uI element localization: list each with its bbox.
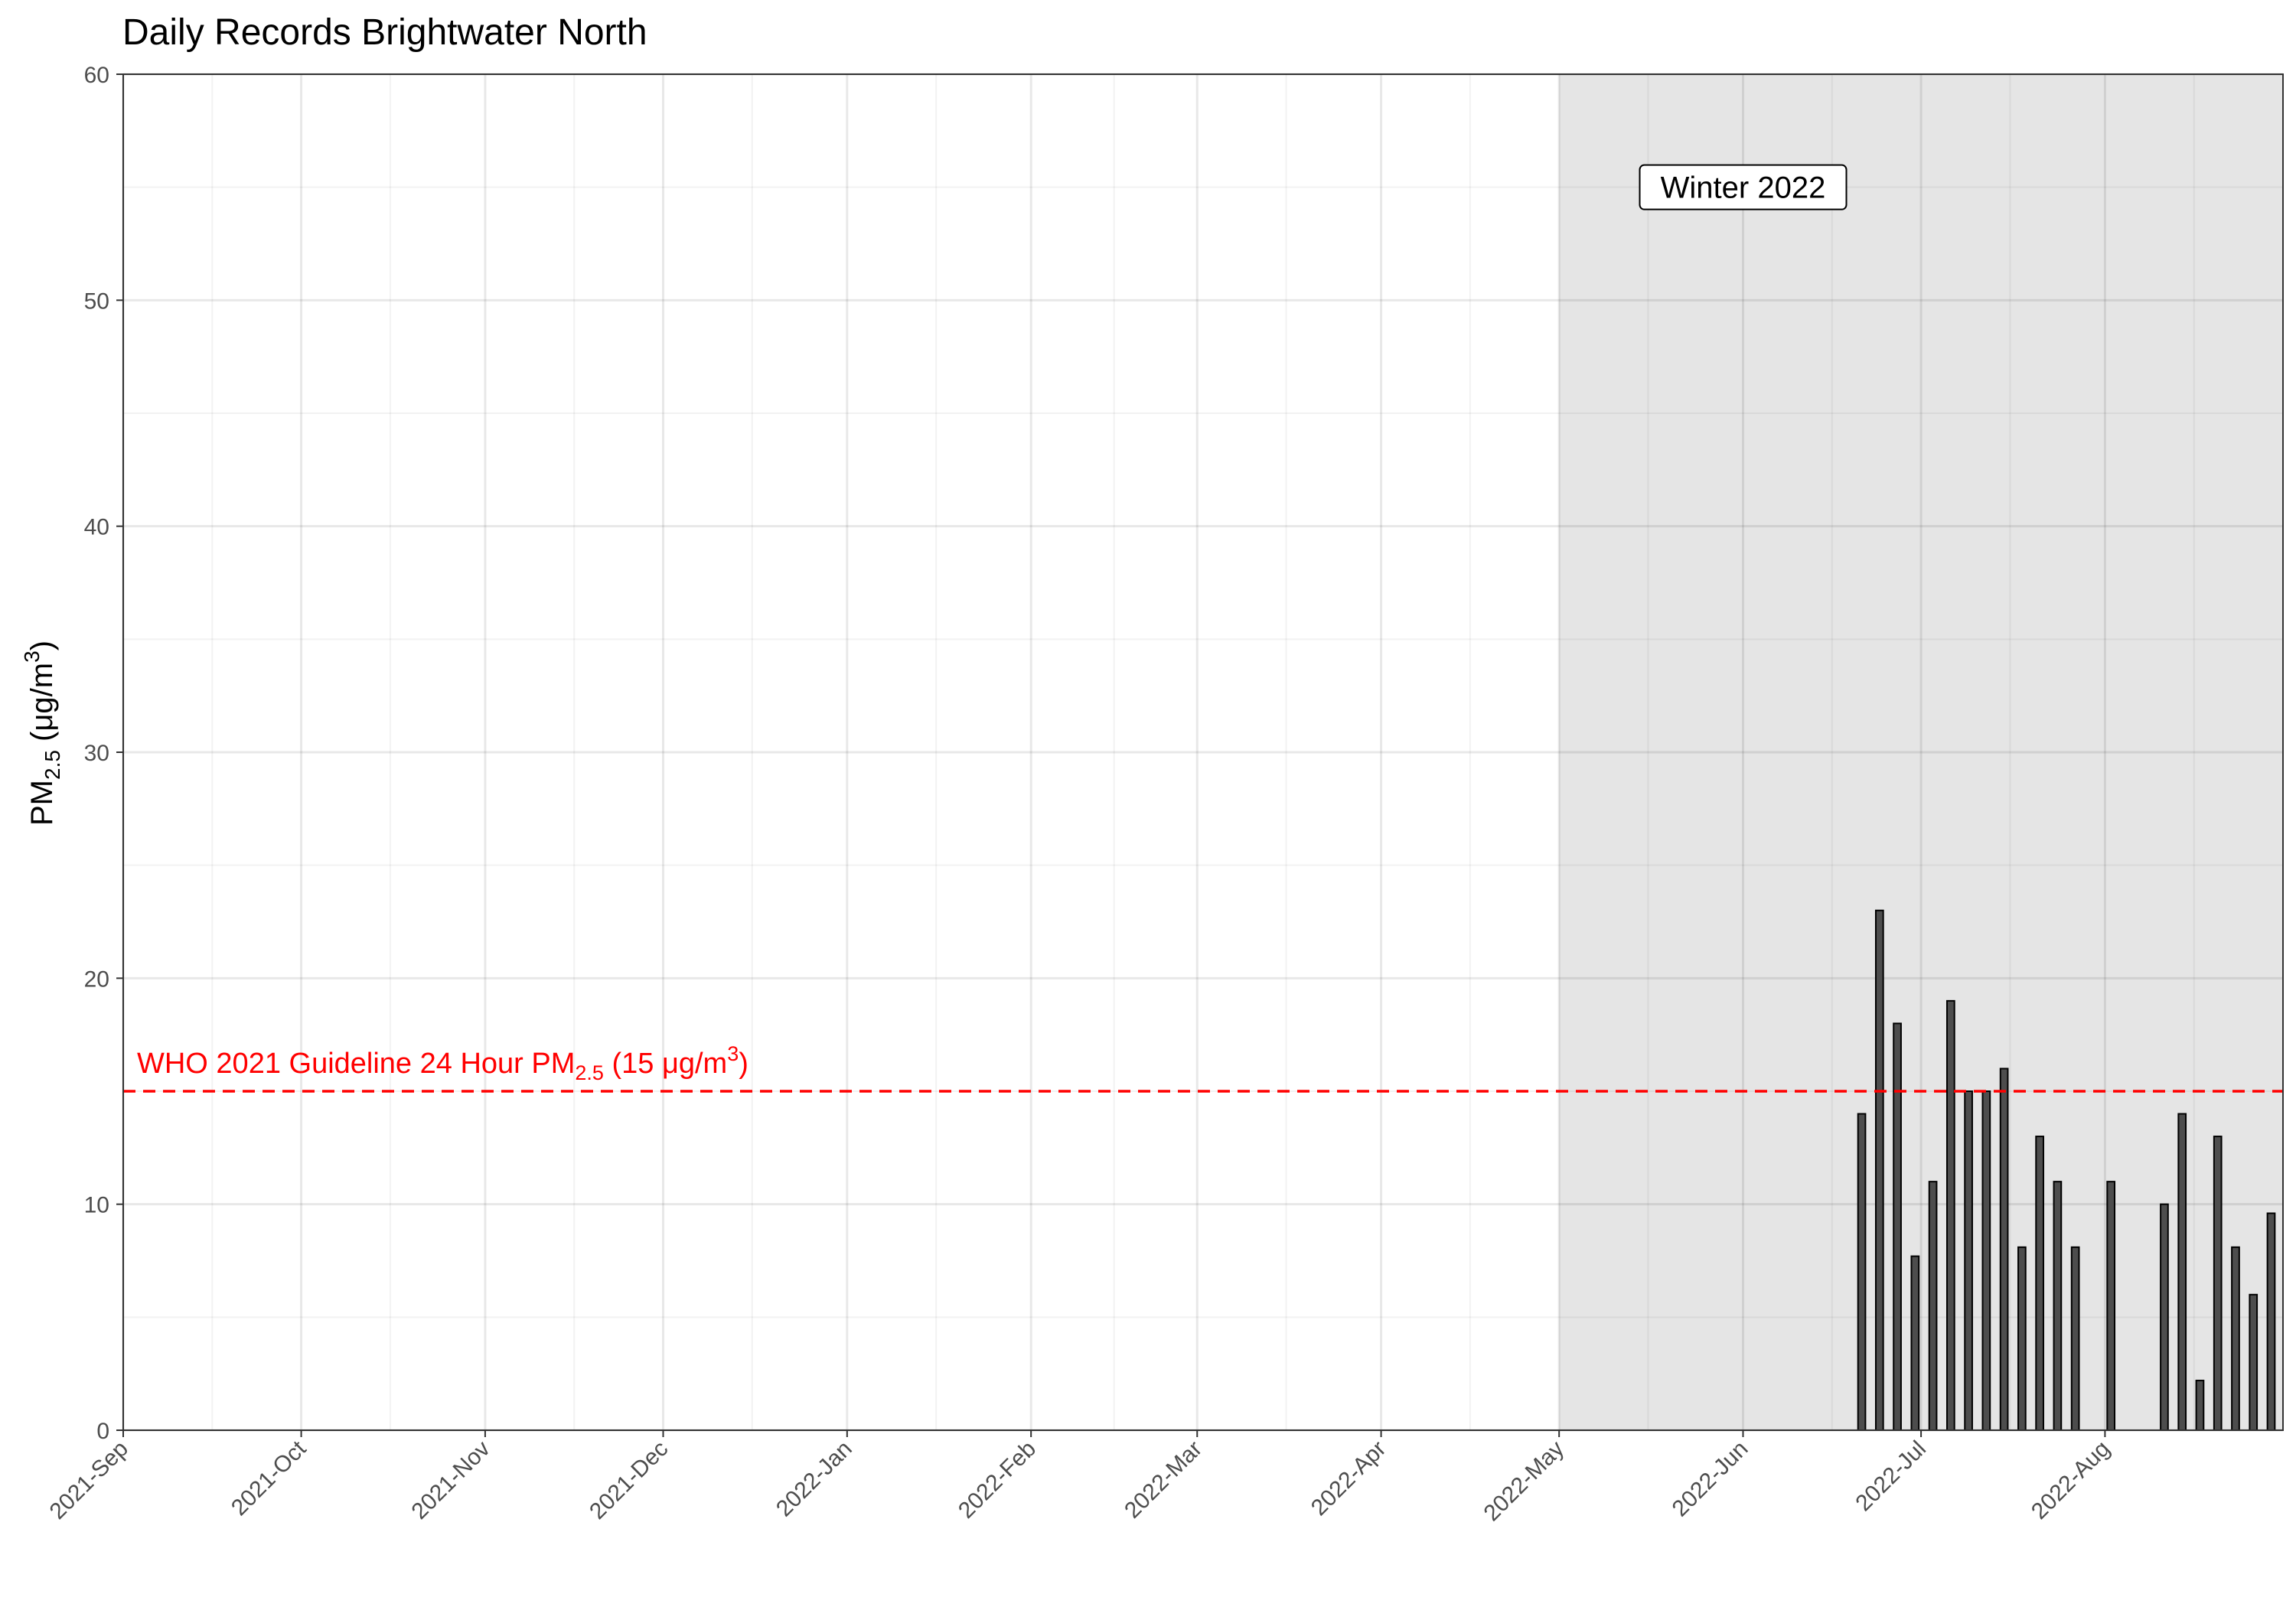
bar-2022-07-24 — [2053, 1181, 2063, 1431]
y-axis-label-prefix: PM — [25, 780, 59, 826]
guideline-label-unit-close: ) — [739, 1048, 748, 1080]
bar-2022-08-02 — [2106, 1181, 2116, 1431]
bar-2022-07-12 — [1981, 1090, 1991, 1431]
bar-2022-07-03 — [1928, 1181, 1938, 1431]
guideline-label: WHO 2021 Guideline 24 Hour PM2.5 (15 μg/… — [137, 1042, 748, 1084]
y-axis-label-subscript: 2.5 — [41, 750, 64, 780]
bar-2022-07-06 — [1946, 999, 1955, 1432]
bar-2022-06-30 — [1910, 1255, 1920, 1432]
bar-2022-07-21 — [2035, 1136, 2044, 1431]
guideline-label-prefix: WHO 2021 Guideline 24 Hour PM — [137, 1048, 575, 1080]
bar-2022-06-24 — [1874, 909, 1884, 1431]
bar-2022-08-29 — [2266, 1212, 2276, 1431]
season-label-box: Winter 2022 — [1639, 164, 1848, 210]
bar-2022-08-17 — [2195, 1380, 2205, 1431]
y-tick-label: 20 — [84, 966, 109, 992]
bar-2022-06-21 — [1857, 1113, 1867, 1431]
season-label: Winter 2022 — [1661, 171, 1826, 205]
chart-title: Daily Records Brightwater North — [122, 12, 647, 53]
y-axis-label: PM2.5 (μg/m3) — [20, 641, 64, 826]
y-axis-label-unit-close: ) — [25, 641, 59, 650]
bar-2022-07-15 — [1999, 1068, 2009, 1431]
y-tick-label: 40 — [84, 515, 109, 540]
y-tick-label: 10 — [84, 1193, 109, 1218]
bar-2022-07-18 — [2017, 1246, 2027, 1432]
bar-2022-07-09 — [1964, 1090, 1973, 1431]
y-axis-label-superscript: 3 — [20, 650, 44, 663]
guideline-label-subscript: 2.5 — [575, 1061, 604, 1084]
y-tick-label: 30 — [84, 741, 109, 766]
y-axis: 0 10 20 30 40 50 60 — [84, 63, 123, 1444]
y-tick-label: 60 — [84, 63, 109, 88]
bar-2022-08-23 — [2231, 1246, 2240, 1432]
bar-2022-07-27 — [2070, 1246, 2080, 1432]
grid-layer — [122, 73, 2283, 1432]
season-label-background — [1639, 164, 1848, 210]
y-tick-label: 50 — [84, 288, 109, 314]
bar-2022-08-20 — [2213, 1136, 2223, 1431]
y-tick-label: 0 — [96, 1419, 109, 1444]
y-axis-label-unit-open: (μg/m — [25, 663, 59, 750]
bar-2022-08-14 — [2177, 1113, 2187, 1431]
guideline-label-unit-open: (15 μg/m — [604, 1048, 727, 1080]
bar-2022-08-26 — [2249, 1293, 2258, 1432]
bar-2022-06-27 — [1893, 1022, 1902, 1431]
guideline-label-superscript: 3 — [727, 1042, 739, 1065]
bar-2022-08-11 — [2160, 1203, 2169, 1431]
